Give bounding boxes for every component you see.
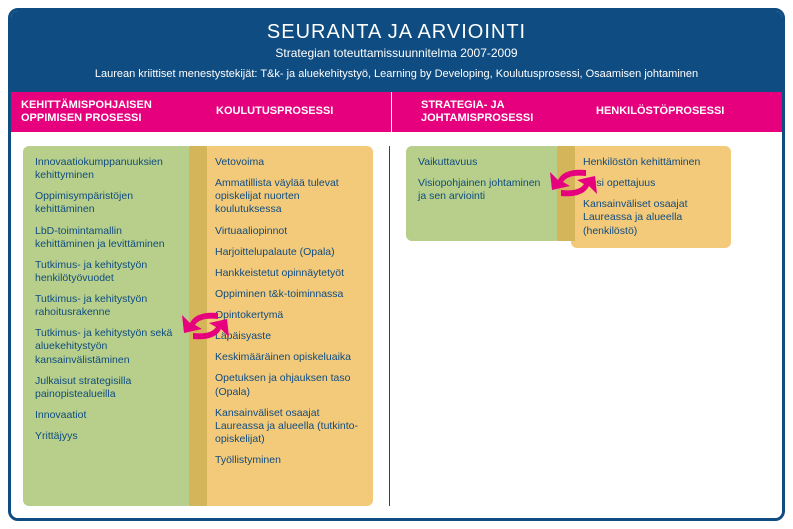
- col3-item: Visiopohjainen johtaminen ja sen arvioin…: [418, 177, 549, 203]
- col2-item: Vetovoima: [215, 156, 361, 169]
- col1-item: Tutkimus- ja kehitystyön rahoitusrakenne: [35, 293, 181, 319]
- col1-item: LbD-toimintamallin kehittäminen ja levit…: [35, 225, 181, 251]
- col2-item: Keskimääräinen opiskeluaika: [215, 351, 361, 364]
- colhead-4: HENKILÖSTÖPROSESSI: [586, 92, 771, 132]
- col2-item: Harjoittelupalaute (Opala): [215, 246, 361, 259]
- col2-item: Opetuksen ja ohjauksen taso (Opala): [215, 372, 361, 398]
- box-col1: Innovaatiokumppanuuksien kehittyminen Opp…: [23, 146, 193, 506]
- box-col4: Henkilöstön kehittäminen Uusi opettajuus K…: [571, 146, 731, 248]
- col2-item: Hankkeistetut opinnäytetyöt: [215, 267, 361, 280]
- vertical-divider: [389, 146, 390, 506]
- diagram-body: Innovaatiokumppanuuksien kehittyminen Opp…: [11, 132, 782, 518]
- connector-left: [189, 146, 207, 506]
- crit-line: Laurean kriittiset menestystekijät: T&k-…: [23, 68, 770, 80]
- group-right: Vaikuttavuus Visiopohjainen johtaminen ja…: [406, 146, 731, 506]
- page-title: SEURANTA JA ARVIOINTI: [23, 21, 770, 44]
- col1-item: Innovaatiokumppanuuksien kehittyminen: [35, 156, 181, 182]
- col2-item: Työllistyminen: [215, 454, 361, 467]
- colhead-3: STRATEGIA- JA JOHTAMISPROSESSI: [411, 92, 586, 132]
- box-col2: Vetovoima Ammatillista väylää tulevat opi…: [203, 146, 373, 506]
- col1-item: Oppimisympäristöjen kehittäminen: [35, 190, 181, 216]
- col4-item: Kansainväliset osaajat Laureassa ja alue…: [583, 198, 719, 237]
- col2-item: Virtuaaliopinnot: [215, 225, 361, 238]
- col2-item: Oppiminen t&k-toiminnassa: [215, 288, 361, 301]
- group-left: Innovaatiokumppanuuksien kehittyminen Opp…: [23, 146, 373, 506]
- col1-item: Tutkimus- ja kehitystyön henkilötyövuode…: [35, 259, 181, 285]
- colhead-separator: [391, 92, 411, 132]
- diagram-frame: SEURANTA JA ARVIOINTI Strategian toteutt…: [8, 8, 785, 521]
- col4-item: Henkilöstön kehittäminen: [583, 156, 719, 169]
- col3-item: Vaikuttavuus: [418, 156, 549, 169]
- col1-item: Tutkimus- ja kehitystyön sekä aluekehity…: [35, 327, 181, 366]
- colhead-2: KOULUTUSPROSESSI: [206, 92, 391, 132]
- colhead-1: KEHITTÄMISPOHJAISEN OPPIMISEN PROSESSI: [11, 92, 206, 132]
- col4-item: Uusi opettajuus: [583, 177, 719, 190]
- col2-item: Läpäisyaste: [215, 330, 361, 343]
- connector-right: [557, 146, 575, 241]
- col1-item: Yrittäjyys: [35, 430, 181, 443]
- column-headers: KEHITTÄMISPOHJAISEN OPPIMISEN PROSESSI K…: [11, 92, 782, 132]
- box-col3: Vaikuttavuus Visiopohjainen johtaminen ja…: [406, 146, 561, 241]
- col2-item: Opintokertymä: [215, 309, 361, 322]
- col2-item: Kansainväliset osaajat Laureassa ja alue…: [215, 407, 361, 446]
- col1-item: Innovaatiot: [35, 409, 181, 422]
- col2-item: Ammatillista väylää tulevat opiskelijat …: [215, 177, 361, 216]
- header: SEURANTA JA ARVIOINTI Strategian toteutt…: [11, 11, 782, 92]
- page-subtitle: Strategian toteuttamissuunnitelma 2007-2…: [23, 46, 770, 60]
- col1-item: Julkaisut strategisilla painopistealueil…: [35, 375, 181, 401]
